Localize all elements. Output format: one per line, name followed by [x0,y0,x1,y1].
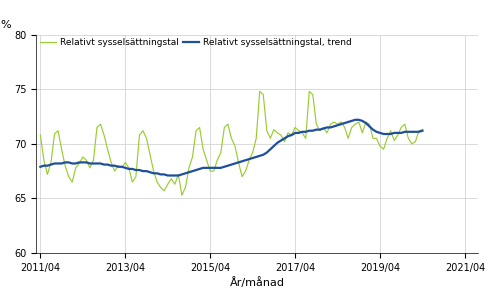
Relativt sysselsättningstal [296,129,301,133]
Line: Relativt sysselsättningstal: Relativt sysselsättningstal [40,91,422,195]
Relativt sysselsättningstal [257,90,263,93]
Relativt sysselsättningstal, trend [246,157,252,161]
Relativt sysselsättningstal, trend [143,169,149,173]
Relativt sysselsättningstal, trend [292,131,298,135]
Relativt sysselsättningstal [250,151,256,154]
Relativt sysselsättningstal [246,159,252,162]
Relativt sysselsättningstal [143,137,149,140]
Line: Relativt sysselsättningstal, trend: Relativt sysselsättningstal, trend [40,120,422,175]
Relativt sysselsättningstal [419,128,425,131]
Relativt sysselsättningstal, trend [419,129,425,133]
Relativt sysselsättningstal, trend [66,161,72,164]
Y-axis label: %: % [0,20,10,30]
Legend: Relativt sysselsättningstal, Relativt sysselsättningstal, trend: Relativt sysselsättningstal, Relativt sy… [36,35,355,51]
X-axis label: År/månad: År/månad [229,277,284,288]
Relativt sysselsättningstal, trend [165,174,171,177]
Relativt sysselsättningstal, trend [353,118,358,121]
Relativt sysselsättningstal [165,182,171,186]
Relativt sysselsättningstal, trend [168,174,174,177]
Relativt sysselsättningstal [179,193,185,197]
Relativt sysselsättningstal, trend [250,156,256,160]
Relativt sysselsättningstal, trend [37,165,43,168]
Relativt sysselsättningstal [66,175,72,178]
Relativt sysselsättningstal [37,133,43,137]
